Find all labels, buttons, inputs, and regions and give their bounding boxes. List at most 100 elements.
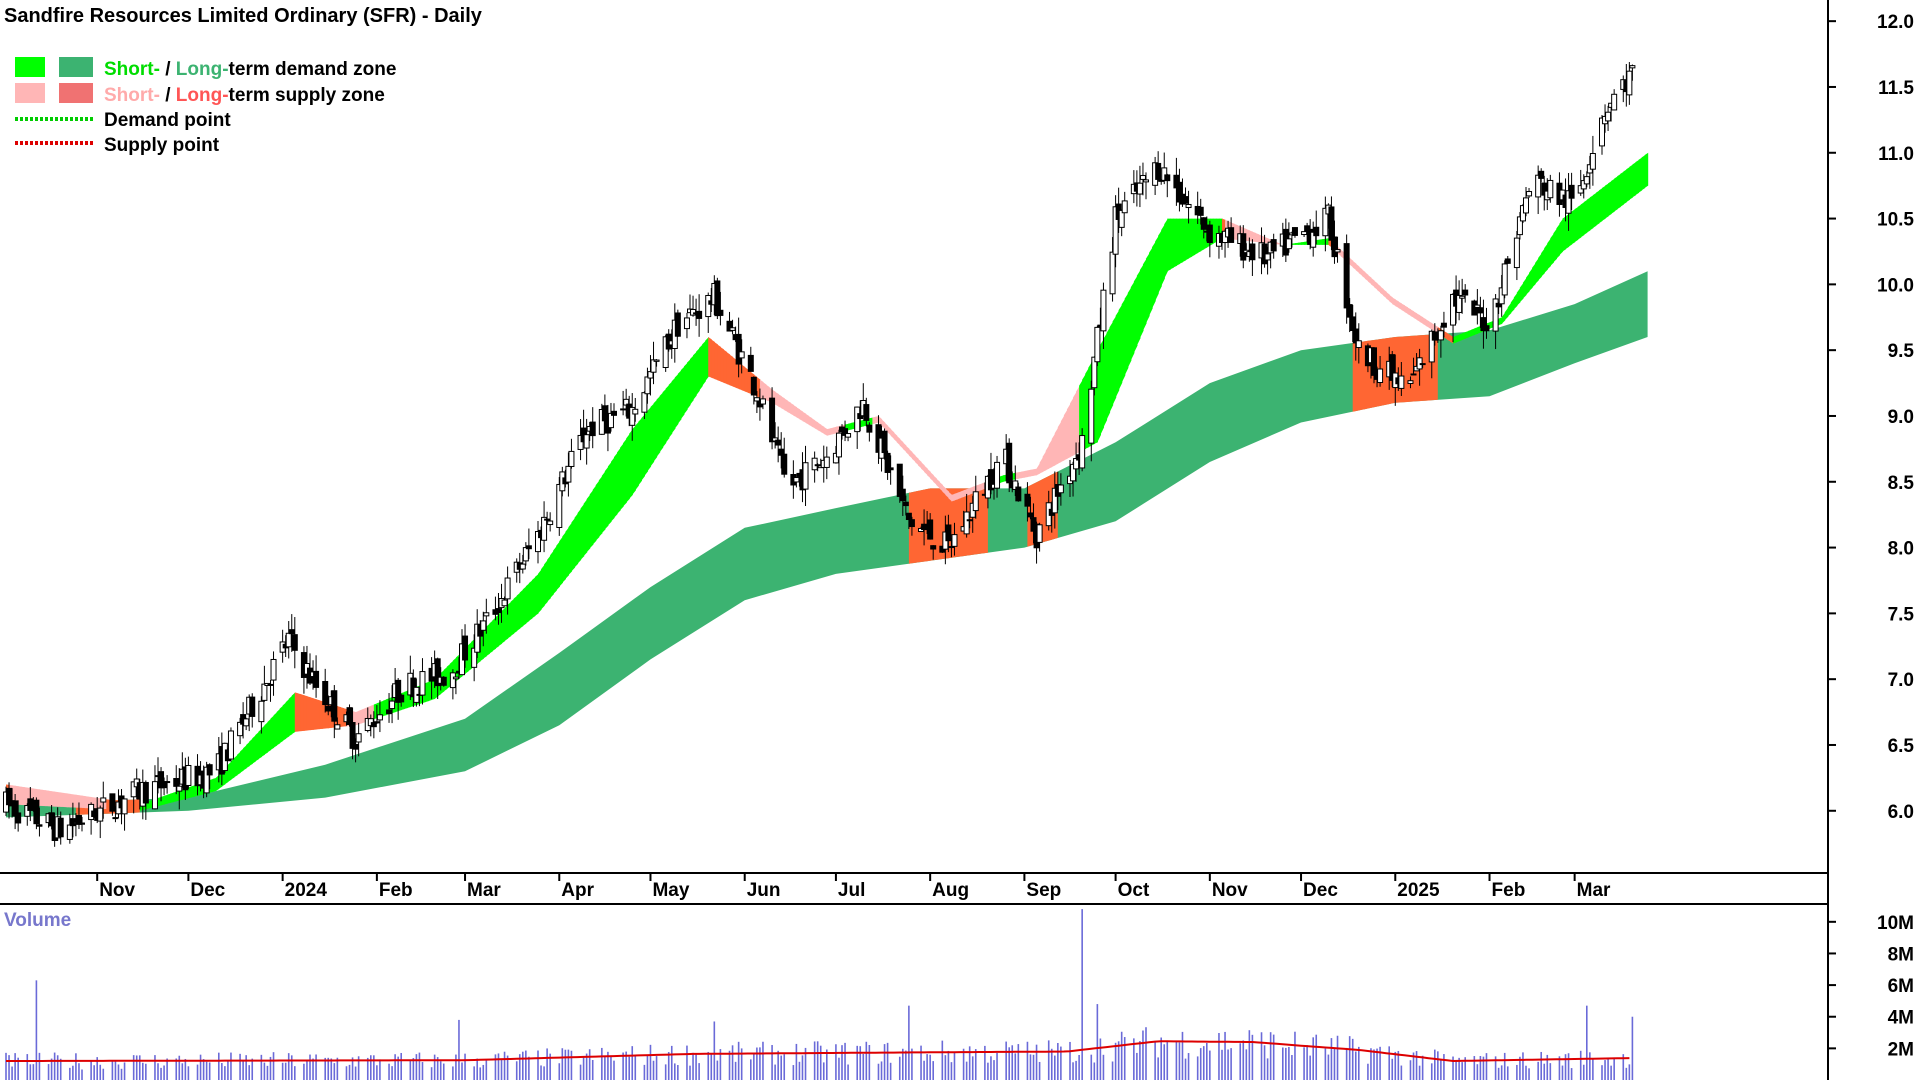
short-term-zone-segment xyxy=(1583,199,1588,236)
short-term-zone-segment xyxy=(1158,230,1162,294)
short-term-zone-segment xyxy=(234,754,238,778)
short-term-zone-segment xyxy=(60,792,65,808)
candle-body xyxy=(270,658,277,681)
price-x-tick-label: Dec xyxy=(1303,880,1338,901)
candle-body xyxy=(1541,182,1548,196)
short-term-zone-segment xyxy=(851,422,855,430)
short-term-zone-segment xyxy=(1641,155,1646,191)
short-term-zone-segment xyxy=(629,429,633,499)
short-term-zone-segment xyxy=(1595,190,1600,226)
short-term-zone-segment xyxy=(288,695,293,737)
short-term-zone-segment xyxy=(762,382,767,401)
short-term-zone-segment xyxy=(702,340,706,386)
candle-body xyxy=(495,608,502,614)
candle-body xyxy=(1355,340,1362,349)
short-term-zone-segment xyxy=(680,366,685,420)
short-term-zone-segment xyxy=(918,458,922,469)
candle-body xyxy=(349,722,356,749)
short-term-zone-segment xyxy=(541,564,545,610)
candle-body xyxy=(1498,287,1505,305)
candle-body xyxy=(705,294,712,318)
candle-body xyxy=(1349,316,1356,331)
short-term-zone-segment xyxy=(164,794,168,805)
candle-body xyxy=(1331,236,1338,258)
candle-body xyxy=(1036,524,1043,543)
short-term-zone-segment xyxy=(285,698,290,739)
volume-y-tick-label: 4M xyxy=(1888,1008,1914,1029)
short-term-zone-segment xyxy=(1608,180,1612,217)
price-y-tick-label: 9.0 xyxy=(1888,407,1914,428)
short-term-zone-segment xyxy=(1149,247,1153,316)
short-term-zone-segment xyxy=(1401,303,1405,313)
short-term-zone-segment xyxy=(538,569,542,614)
candle-body xyxy=(1501,263,1508,296)
short-term-zone-segment xyxy=(723,349,728,385)
short-term-zone-segment xyxy=(598,475,603,537)
price-y-tick-label: 6.0 xyxy=(1888,802,1914,823)
short-term-zone-segment xyxy=(1553,228,1557,263)
candle-body xyxy=(729,327,736,331)
short-term-zone-segment xyxy=(319,700,323,730)
short-term-zone-segment xyxy=(930,471,934,482)
short-term-zone-segment xyxy=(1623,169,1627,205)
short-term-zone-segment xyxy=(808,415,813,427)
short-term-zone-segment xyxy=(1377,283,1381,293)
short-term-zone-segment xyxy=(1325,238,1329,245)
short-term-zone-segment xyxy=(705,337,709,382)
candle-body xyxy=(501,599,508,607)
short-term-zone-segment xyxy=(1562,216,1567,252)
short-term-zone-segment xyxy=(893,432,898,443)
short-term-zone-segment xyxy=(1340,249,1345,259)
price-x-tick-label: Nov xyxy=(99,880,135,901)
legend-label-demand-zone: Short- / Long-term demand zone xyxy=(104,59,396,80)
short-term-zone-segment xyxy=(899,439,904,449)
candle-body xyxy=(1523,197,1529,214)
short-term-zone-segment xyxy=(1574,206,1579,243)
candle-body xyxy=(36,824,43,827)
short-term-zone-segment xyxy=(732,357,737,388)
short-term-zone-segment xyxy=(1398,301,1402,311)
short-term-zone-segment xyxy=(1462,332,1466,340)
short-term-zone-segment xyxy=(291,692,296,735)
short-term-zone-segment xyxy=(237,751,241,776)
candle-body xyxy=(1121,200,1128,214)
short-term-zone-segment xyxy=(161,795,165,806)
short-term-zone-segment xyxy=(1516,287,1521,306)
short-term-zone-segment xyxy=(1453,335,1457,344)
short-term-zone-segment xyxy=(954,492,959,501)
short-term-zone-segment xyxy=(1161,224,1165,287)
candle-body xyxy=(1285,238,1292,250)
candle-body xyxy=(951,534,958,547)
short-term-zone-segment xyxy=(1568,211,1573,247)
short-term-zone-segment xyxy=(273,712,278,748)
short-term-zone-segment xyxy=(905,445,910,456)
short-term-zone-segment xyxy=(1370,277,1375,288)
candle-body xyxy=(483,612,490,617)
candle-body xyxy=(97,807,104,822)
short-term-zone-segment xyxy=(1106,327,1111,420)
candle-body xyxy=(577,434,584,450)
short-term-zone-segment xyxy=(1167,218,1171,272)
short-term-zone-segment xyxy=(957,491,962,500)
short-term-zone-segment xyxy=(1374,280,1378,291)
short-term-zone-segment xyxy=(1456,334,1460,343)
candle-body xyxy=(100,797,107,803)
short-term-zone-segment xyxy=(522,586,527,626)
short-term-zone-segment xyxy=(544,559,548,606)
chart-title: Sandfire Resources Limited Ordinary (SFR… xyxy=(4,5,483,27)
candle-body xyxy=(607,412,614,429)
candle-body xyxy=(690,309,697,316)
short-term-zone-segment xyxy=(1033,468,1038,476)
short-term-zone-segment xyxy=(1155,235,1159,301)
short-term-zone-segment xyxy=(975,484,980,493)
price-x-tick-label: Jul xyxy=(838,880,865,901)
legend: Short- / Long-term demand zone Short- / … xyxy=(15,57,396,156)
candle-body xyxy=(644,376,651,395)
short-term-zone-segment xyxy=(1577,204,1582,240)
short-term-zone-segment xyxy=(781,396,785,411)
short-term-zone-segment xyxy=(902,442,907,453)
candle-body xyxy=(1301,231,1308,236)
candle-body xyxy=(525,545,532,550)
candle-body xyxy=(611,410,617,416)
